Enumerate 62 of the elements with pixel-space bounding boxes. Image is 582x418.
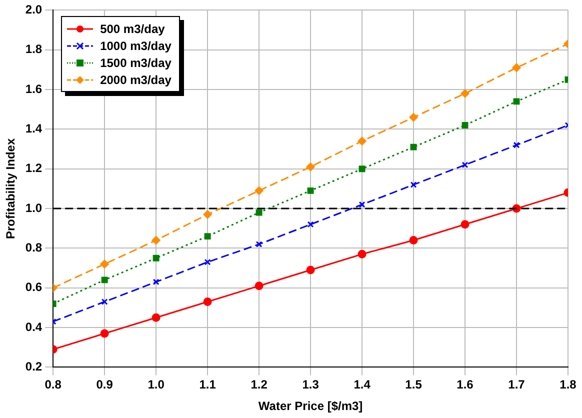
x-tick-label: 1.2	[250, 378, 268, 392]
y-tick-label: 0.8	[25, 240, 42, 255]
x-tick-label: 1.1	[199, 378, 216, 392]
point	[358, 166, 366, 172]
point	[307, 221, 314, 228]
point	[100, 260, 109, 268]
point	[306, 266, 315, 274]
y-tick-label: 1.6	[25, 82, 42, 96]
point	[462, 122, 468, 128]
point	[462, 162, 468, 168]
x-tick-label: 1.5	[405, 378, 422, 392]
x-axis-title: Water Price [$/m3]	[258, 399, 363, 414]
point	[307, 187, 314, 194]
point	[358, 136, 366, 146]
point	[409, 113, 418, 122]
point	[460, 89, 470, 98]
x-tick-label: 1.3	[302, 378, 320, 392]
legend-label: 500 m3/day	[100, 22, 165, 36]
point	[513, 142, 520, 148]
point	[100, 329, 109, 338]
point	[203, 210, 212, 219]
point	[101, 276, 108, 284]
point	[152, 313, 160, 322]
x-tick-label: 1.6	[456, 378, 474, 392]
y-axis-title: Profitability Index	[4, 138, 18, 240]
y-tick-label: 1.0	[25, 200, 42, 215]
point	[410, 182, 417, 188]
legend-label: 2000 m3/day	[100, 72, 172, 87]
point	[460, 220, 470, 229]
x-tick-label: 0.8	[44, 378, 62, 392]
point	[254, 282, 264, 290]
point	[358, 201, 366, 208]
y-tick-label: 0.2	[25, 360, 42, 374]
point	[513, 98, 520, 105]
point	[152, 236, 160, 245]
y-tick-label: 0.4	[25, 320, 42, 334]
point	[512, 63, 521, 72]
x-tick-label: 0.9	[96, 378, 114, 392]
point	[410, 144, 417, 150]
point	[409, 236, 418, 245]
point	[254, 186, 264, 195]
legend-label: 1500 m3/day	[100, 56, 172, 70]
x-tick-label: 1.7	[508, 378, 526, 392]
x-tick-label: 1.0	[148, 378, 165, 392]
y-tick-label: 1.4	[25, 122, 42, 136]
point	[256, 209, 262, 216]
point	[204, 258, 211, 266]
x-tick-label: 1.8	[560, 378, 577, 392]
point	[256, 241, 262, 248]
point	[152, 254, 160, 262]
legend-label: 1000 m3/day	[100, 38, 172, 53]
point	[152, 278, 160, 286]
y-tick-label: 2.0	[25, 2, 42, 17]
point	[204, 233, 211, 240]
y-tick-label: 0.6	[25, 280, 42, 294]
point	[358, 250, 366, 258]
y-tick-label: 1.2	[25, 161, 42, 176]
point	[203, 298, 212, 306]
x-tick-label: 1.4	[354, 378, 371, 392]
point	[101, 298, 108, 305]
y-tick-label: 1.8	[25, 42, 42, 56]
point	[306, 162, 315, 172]
